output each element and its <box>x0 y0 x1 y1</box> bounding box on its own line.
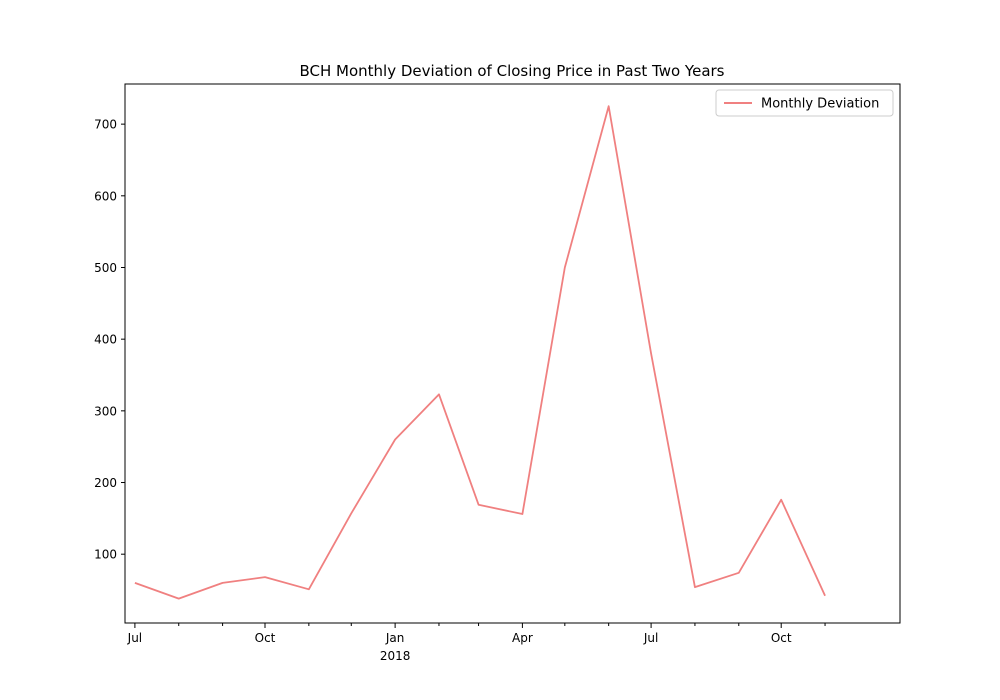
data-point <box>562 265 567 270</box>
x-tick-sublabel: 2018 <box>380 649 411 663</box>
data-point <box>649 351 654 356</box>
legend-label: Monthly Deviation <box>761 97 879 112</box>
data-point <box>132 580 137 585</box>
data-point <box>349 511 354 516</box>
data-point <box>393 437 398 442</box>
data-point <box>263 575 268 580</box>
data-point <box>779 497 784 502</box>
y-tick-label: 500 <box>94 261 117 275</box>
data-point <box>176 596 181 601</box>
x-tick-label: Jan <box>385 631 405 645</box>
y-tick-label: 300 <box>94 404 117 418</box>
x-tick-label: Oct <box>771 631 792 645</box>
legend: Monthly Deviation <box>715 89 894 117</box>
x-tick-label: Jul <box>127 631 142 645</box>
data-point <box>520 512 525 517</box>
y-tick-label: 600 <box>94 189 117 203</box>
data-point <box>823 593 828 598</box>
x-tick-label: Jul <box>643 631 658 645</box>
y-tick-label: 100 <box>94 548 117 562</box>
data-point <box>306 587 311 592</box>
data-point <box>736 570 741 575</box>
y-tick-label: 400 <box>94 333 117 347</box>
legend-box <box>715 89 894 117</box>
data-point <box>476 502 481 507</box>
x-tick-label: Oct <box>255 631 276 645</box>
plot-area: 100 200 300 400 500 600 700 Jul Oct Jan 2018 Apr Jul… <box>94 83 901 663</box>
axes-frame <box>124 83 901 624</box>
data-point <box>606 104 611 109</box>
data-point <box>220 580 225 585</box>
data-point <box>436 392 441 397</box>
chart-title: BCH Monthly Deviation of Closing Price i… <box>299 62 724 80</box>
x-tick-label: Apr <box>512 631 533 645</box>
y-tick-label: 200 <box>94 476 117 490</box>
y-tick-label: 700 <box>94 118 117 132</box>
data-point <box>692 585 697 590</box>
series-line-0 <box>134 105 826 600</box>
